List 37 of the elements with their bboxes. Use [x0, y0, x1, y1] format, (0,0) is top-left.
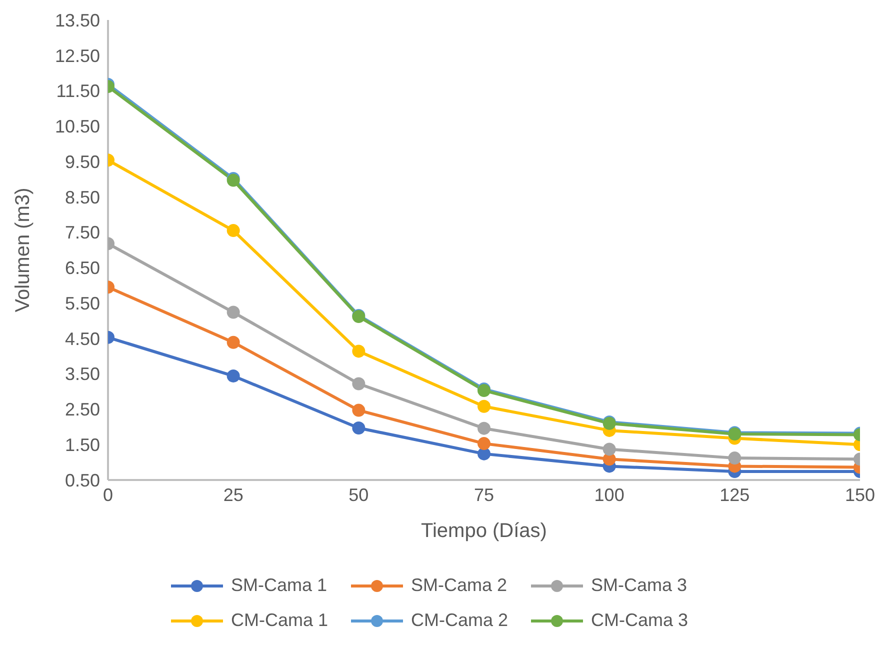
y-tick-label: 2.50 — [64, 400, 100, 420]
y-tick-label: 12.50 — [54, 46, 100, 66]
x-tick-label: 25 — [223, 484, 244, 505]
point — [352, 404, 366, 417]
point — [478, 400, 490, 413]
legend-label: SM-Cama 2 — [411, 575, 508, 596]
x-tick-label: 75 — [474, 484, 494, 505]
y-axis-title: Volumen (m3) — [12, 188, 34, 312]
y-tick-label: 10.50 — [54, 116, 100, 137]
point — [602, 442, 616, 456]
legend-label: SM-Cama 3 — [591, 575, 688, 596]
legend-label: CM-Cama 2 — [411, 610, 508, 631]
point — [478, 422, 490, 435]
y-tick-label: 13.50 — [54, 10, 100, 30]
x-tick-label: 150 — [844, 484, 876, 505]
y-tick-label: 9.50 — [64, 152, 100, 172]
legend-label: SM-Cama 1 — [231, 575, 328, 596]
y-tick-label: 3.50 — [64, 364, 100, 384]
point — [478, 437, 490, 450]
legend-label: CM-Cama 1 — [231, 610, 328, 631]
y-tick-label: 8.50 — [64, 187, 100, 208]
y-tick-label: 4.50 — [64, 328, 100, 349]
y-tick-label: 0.50 — [64, 470, 100, 490]
x-tick-label: 125 — [720, 484, 750, 505]
x-axis-title: Tiempo (Días) — [421, 520, 547, 542]
y-tick-label: 7.50 — [64, 222, 100, 243]
y-tick-label: 11.50 — [56, 81, 100, 102]
x-tick-label: 50 — [348, 484, 369, 505]
legend-label: CM-Cama 3 — [591, 610, 688, 631]
x-tick-label: 0 — [102, 484, 114, 505]
y-tick-label: 6.50 — [64, 258, 100, 278]
point — [352, 344, 366, 358]
point — [352, 421, 366, 434]
point — [352, 377, 366, 390]
x-tick-label: 100 — [594, 484, 624, 505]
y-tick-label: 5.50 — [64, 293, 100, 314]
y-tick-label: 1.50 — [64, 435, 100, 456]
